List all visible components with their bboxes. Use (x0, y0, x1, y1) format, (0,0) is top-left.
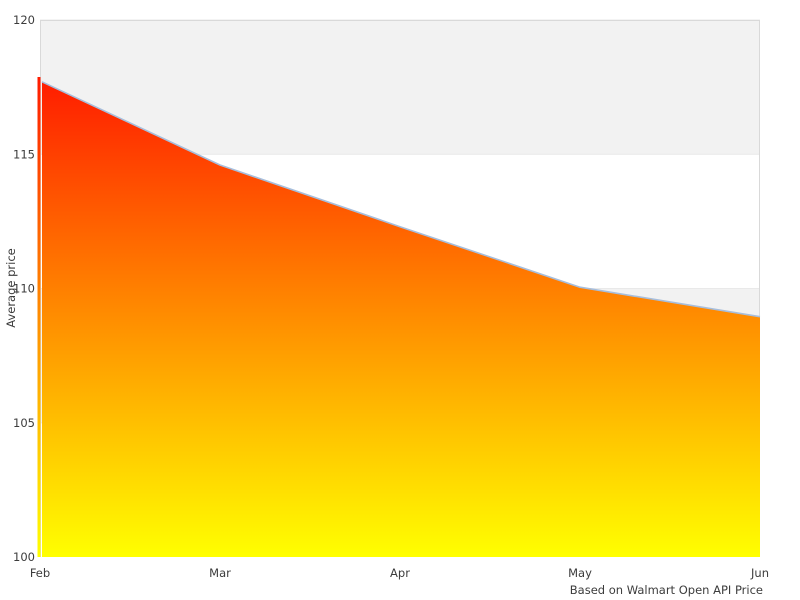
x-axis-tick-label: May (568, 566, 592, 580)
x-axis-tick-label: Apr (390, 566, 410, 580)
y-axis-tick-label: 100 (13, 550, 35, 564)
y-axis-tick-label: 120 (13, 13, 35, 27)
x-axis-tick-label: Feb (30, 566, 50, 580)
price-area (42, 81, 760, 558)
area-left-edge-stripe (37, 77, 41, 557)
y-axis-tick-label: 105 (13, 416, 35, 430)
y-axis-tick-label: 110 (13, 282, 35, 296)
chart-caption: Based on Walmart Open API Price (569, 583, 763, 597)
price-trend-line (41, 81, 761, 318)
x-axis-tick-label: Mar (209, 566, 231, 580)
y-axis-tick-label: 115 (13, 147, 35, 161)
y-axis-title: Average price (4, 248, 18, 328)
shaded-band (40, 19, 760, 155)
x-axis-tick-label: Jun (750, 566, 769, 580)
